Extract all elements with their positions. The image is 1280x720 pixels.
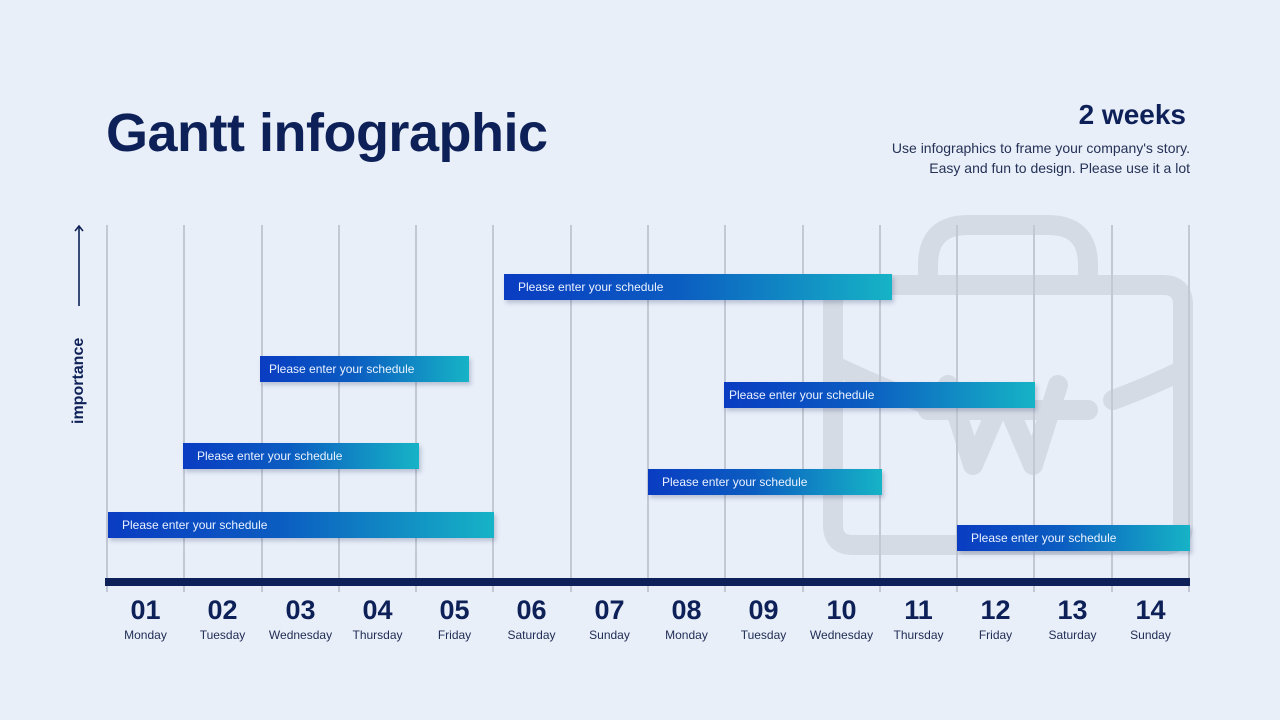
task-bar[interactable]: Please enter your schedule bbox=[108, 512, 494, 538]
task-bar[interactable]: Please enter your schedule bbox=[648, 469, 882, 495]
day-name: Thursday bbox=[893, 628, 944, 642]
day-label: 02 Tuesday bbox=[184, 595, 261, 644]
duration-label: 2 weeks bbox=[1078, 99, 1186, 130]
day-label: 07 Sunday bbox=[571, 595, 648, 644]
task-bar[interactable]: Please enter your schedule bbox=[183, 443, 419, 469]
day-name: Monday bbox=[124, 628, 167, 642]
description: Use infographics to frame your company's… bbox=[892, 138, 1190, 178]
grid-line bbox=[1111, 225, 1113, 592]
description-line-2: Easy and fun to design. Please use it a … bbox=[929, 160, 1190, 176]
day-name: Tuesday bbox=[199, 628, 246, 642]
day-number: 10 bbox=[826, 595, 857, 625]
day-label: 11 Thursday bbox=[880, 595, 957, 644]
day-label: 03 Wednesday bbox=[262, 595, 339, 644]
day-name: Tuesday bbox=[740, 628, 787, 642]
day-number: 13 bbox=[1057, 595, 1088, 625]
page-title: Gantt infographic bbox=[106, 103, 548, 163]
day-label: 05 Friday bbox=[416, 595, 493, 644]
grid-line bbox=[415, 225, 417, 592]
day-name: Friday bbox=[978, 628, 1013, 642]
day-number: 12 bbox=[980, 595, 1011, 625]
description-line-1: Use infographics to frame your company's… bbox=[891, 140, 1190, 156]
grid-line bbox=[338, 225, 340, 592]
day-name: Sunday bbox=[589, 628, 630, 642]
grid-line bbox=[724, 225, 726, 592]
day-label: 10 Wednesday bbox=[803, 595, 880, 644]
grid-line bbox=[879, 225, 881, 592]
day-name: Saturday bbox=[507, 628, 556, 642]
day-number: 14 bbox=[1135, 595, 1166, 625]
day-number: 09 bbox=[748, 595, 779, 625]
day-label: 08 Monday bbox=[648, 595, 725, 644]
day-name: Thursday bbox=[352, 628, 403, 642]
day-number: 06 bbox=[516, 595, 547, 625]
day-number: 08 bbox=[671, 595, 702, 625]
day-name: Wednesday bbox=[809, 628, 874, 642]
day-label: 01 Monday bbox=[107, 595, 184, 644]
day-name: Saturday bbox=[1048, 628, 1097, 642]
day-number: 01 bbox=[130, 595, 161, 625]
task-bar[interactable]: Please enter your schedule bbox=[724, 382, 1035, 408]
day-label: 06 Saturday bbox=[493, 595, 570, 644]
grid-line bbox=[570, 225, 572, 592]
task-bar[interactable]: Please enter your schedule bbox=[260, 356, 469, 382]
day-number: 04 bbox=[362, 595, 393, 625]
y-axis: importance bbox=[64, 224, 96, 426]
day-name: Friday bbox=[437, 628, 472, 642]
task-bar[interactable]: Please enter your schedule bbox=[504, 274, 892, 300]
grid-line bbox=[802, 225, 804, 592]
grid-line bbox=[106, 225, 108, 592]
grid-line bbox=[1033, 225, 1035, 592]
timeline-baseline bbox=[105, 578, 1190, 586]
grid-line bbox=[492, 225, 494, 592]
grid-line bbox=[1188, 225, 1190, 592]
day-number: 11 bbox=[904, 595, 933, 625]
day-number: 02 bbox=[207, 595, 238, 625]
day-name: Wednesday bbox=[268, 628, 333, 642]
grid-line bbox=[183, 225, 185, 592]
task-bar[interactable]: Please enter your schedule bbox=[957, 525, 1190, 551]
day-name: Monday bbox=[665, 628, 708, 642]
day-label: 04 Thursday bbox=[339, 595, 416, 644]
grid-line bbox=[956, 225, 958, 592]
grid-line bbox=[647, 225, 649, 592]
day-label: 12 Friday bbox=[957, 595, 1034, 644]
day-number: 07 bbox=[594, 595, 625, 625]
y-axis-label: importance bbox=[70, 337, 87, 424]
day-number: 03 bbox=[285, 595, 316, 625]
up-arrow-icon bbox=[74, 224, 84, 306]
grid-line bbox=[261, 225, 263, 592]
subtitle-block: 2 weeks Use infographics to frame your c… bbox=[892, 98, 1190, 178]
day-label: 14 Sunday bbox=[1112, 595, 1189, 644]
day-name: Sunday bbox=[1130, 628, 1171, 642]
day-number: 05 bbox=[439, 595, 470, 625]
day-label: 09 Tuesday bbox=[725, 595, 802, 644]
day-label: 13 Saturday bbox=[1034, 595, 1111, 644]
